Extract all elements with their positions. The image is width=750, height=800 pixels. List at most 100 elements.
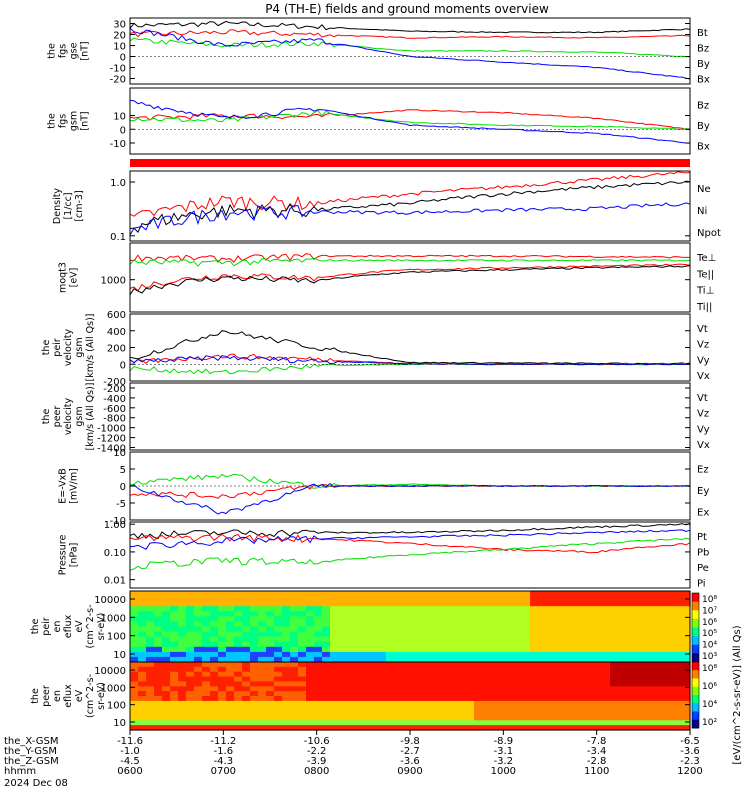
spectrogram-cell: [594, 631, 603, 638]
spectrogram-cell: [186, 662, 195, 668]
series-line-Vx: [129, 355, 691, 366]
spectrogram-cell: [154, 691, 163, 697]
spectrogram-cell: [474, 686, 483, 692]
spectrogram-cell: [578, 651, 587, 658]
spectrogram-cell: [274, 636, 283, 643]
spectrogram-cell: [610, 662, 619, 668]
spectrogram-cell: [218, 641, 227, 648]
spectrogram-cell: [618, 606, 627, 612]
spectrogram-cell: [250, 720, 259, 726]
colorbar-tick-label: 10²: [702, 718, 717, 728]
spectrogram-cell: [578, 621, 587, 628]
spectrogram-cell: [282, 641, 291, 648]
spectrogram-cell: [634, 621, 643, 628]
spectrogram-cell: [538, 700, 547, 707]
spectrogram-cell: [330, 720, 339, 726]
spectrogram-cell: [282, 626, 291, 633]
spectrogram-cell: [346, 596, 355, 602]
y-tick-label: -800: [103, 414, 126, 425]
spectrogram-cell: [410, 656, 419, 663]
spectrogram-cell: [570, 621, 579, 628]
spectrogram-cell: [674, 691, 683, 697]
spectrogram-cell: [234, 696, 243, 702]
spectrogram-cell: [498, 700, 507, 707]
spectrogram-cell: [682, 626, 691, 633]
spectrogram-cell: [578, 596, 587, 602]
spectrogram-cell: [570, 705, 579, 712]
spectrogram-cell: [674, 631, 683, 638]
spectrogram-cell: [218, 656, 227, 663]
colorbar-tick-label: 10⁵: [702, 629, 717, 639]
spectrogram-cell: [682, 621, 691, 628]
spectrogram-cell: [634, 646, 643, 653]
spectrogram-cell: [418, 626, 427, 633]
spectrogram-cell: [554, 636, 563, 643]
spectrogram-cell: [674, 636, 683, 643]
y-label-line: [mV/m]: [69, 468, 80, 504]
spectrogram-cell: [562, 641, 571, 648]
spectrogram-cell: [682, 606, 691, 612]
spectrogram-cell: [202, 662, 211, 668]
spectrogram-cell: [514, 616, 523, 623]
spectrogram-cell: [130, 641, 139, 648]
spectrogram-cell: [266, 662, 275, 668]
spectrogram-cell: [522, 671, 531, 678]
spectrogram-cell: [370, 696, 379, 702]
spectrogram-cell: [250, 715, 259, 721]
spectrogram-cell: [546, 591, 555, 597]
spectrogram-cell: [202, 676, 211, 683]
spectrogram-cell: [258, 725, 267, 731]
spectrogram-cell: [586, 636, 595, 643]
x-tick-label-z: -3.2: [494, 756, 514, 767]
spectrogram-cell: [450, 710, 459, 717]
spectrogram-cell: [474, 662, 483, 668]
spectrogram-cell: [634, 601, 643, 607]
spectrogram-cell: [162, 606, 171, 612]
spectrogram-cell: [450, 646, 459, 653]
spectrogram-cell: [674, 621, 683, 628]
spectrogram-cell: [602, 700, 611, 707]
spectrogram-cell: [330, 646, 339, 653]
x-tick-label-z: -3.6: [400, 756, 420, 767]
series-line-Ne: [129, 171, 691, 217]
spectrogram-cell: [378, 676, 387, 683]
spectrogram-cell: [434, 662, 443, 668]
spectrogram-cell: [138, 662, 147, 668]
spectrogram-cell: [562, 666, 571, 673]
spectrogram-cell: [602, 686, 611, 692]
spectrogram-cell: [234, 681, 243, 687]
spectrogram-cell: [458, 715, 467, 721]
spectrogram-cell: [170, 656, 179, 663]
y-tick-label: 10: [113, 448, 126, 459]
spectrogram-cell: [650, 611, 659, 617]
spectrogram-cell: [522, 631, 531, 638]
spectrogram-cell: [482, 601, 491, 607]
y-tick-label: 1.00: [104, 520, 126, 531]
spectrogram-cell: [482, 611, 491, 617]
y-label-line: gse: [69, 42, 80, 59]
spectrogram-cell: [186, 691, 195, 697]
spectrogram-cell: [162, 596, 171, 602]
spectrogram-cell: [562, 691, 571, 697]
spectrogram-cell: [330, 631, 339, 638]
spectrogram-cell: [562, 710, 571, 717]
series-line-Te⊥: [129, 263, 691, 292]
spectrogram-cell: [538, 611, 547, 617]
spectrogram-cell: [426, 671, 435, 678]
spectrogram-cell: [258, 591, 267, 597]
spectrogram-cell: [618, 646, 627, 653]
legend-Vx: Vx: [697, 371, 710, 382]
spectrogram-cell: [250, 621, 259, 628]
spectrogram-cell: [482, 715, 491, 721]
spectrogram-cell: [402, 691, 411, 697]
colorbar-segment: [692, 593, 699, 603]
spectrogram-cell: [146, 696, 155, 702]
spectrogram-cell: [386, 611, 395, 617]
spectrogram-cell: [450, 636, 459, 643]
spectrogram-cell: [442, 666, 451, 673]
spectrogram-cell: [410, 662, 419, 668]
spectrogram-cell: [474, 691, 483, 697]
spectrogram-cell: [162, 591, 171, 597]
